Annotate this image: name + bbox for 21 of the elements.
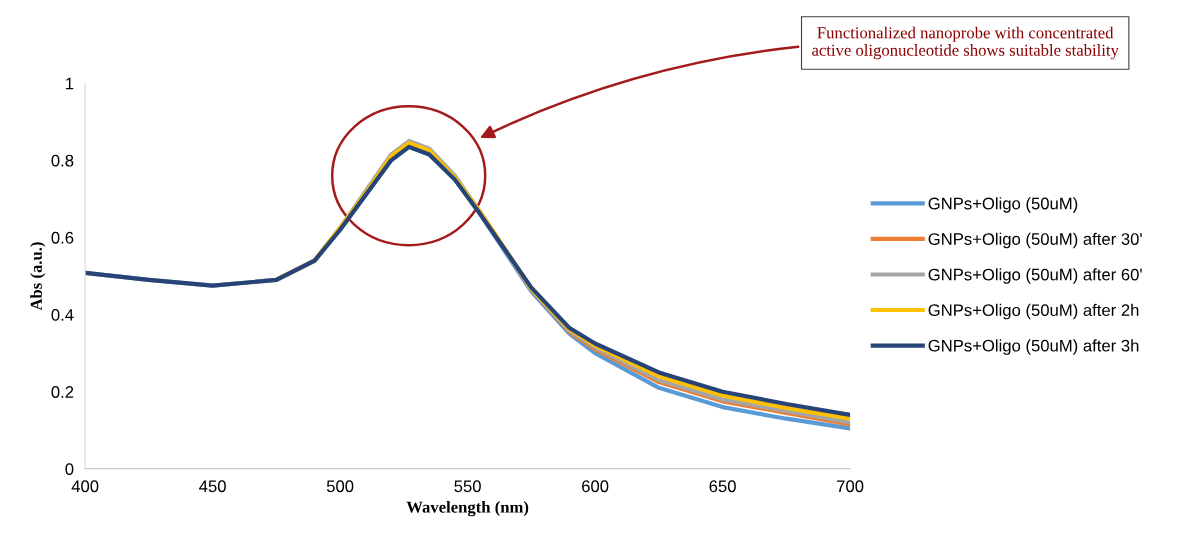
x-tick-label: 600 [582,480,609,493]
x-tick-label: 500 [326,480,354,493]
y-tick-label: 1 [66,77,74,90]
x-tick-label: 650 [709,480,736,493]
x-tick-label: 700 [837,480,864,493]
legend-label: GNPs+Oligo (50uM) after 60' [928,268,1142,284]
legend-label: GNPs+Oligo (50uM) after 30' [928,232,1142,249]
x-tick-label: 450 [199,480,226,493]
y-axis-title: Abs (a.u.) [30,242,46,311]
y-tick-label: 0.4 [51,308,74,321]
text: Functionalized nanoprobe with concentrated active oligonucleotide shows suitable stability [812,26,1119,60]
y-tick-label: 0.8 [51,154,74,167]
y-tick-label: 0.2 [51,386,74,398]
x-tick-label: 550 [454,480,481,493]
y-tick-label: 0 [65,463,74,475]
legend-label: GNPs+Oligo (50uM) after 2h [928,303,1139,320]
y-tick-label: 0.6 [51,231,74,244]
x-axis-title: Wavelength (nm) [406,501,529,517]
legend-label: GNPs+Oligo (50uM) [928,197,1078,213]
x-tick-label: 400 [71,480,99,493]
legend-label: GNPs+Oligo (50uM) after 3h [928,339,1139,355]
